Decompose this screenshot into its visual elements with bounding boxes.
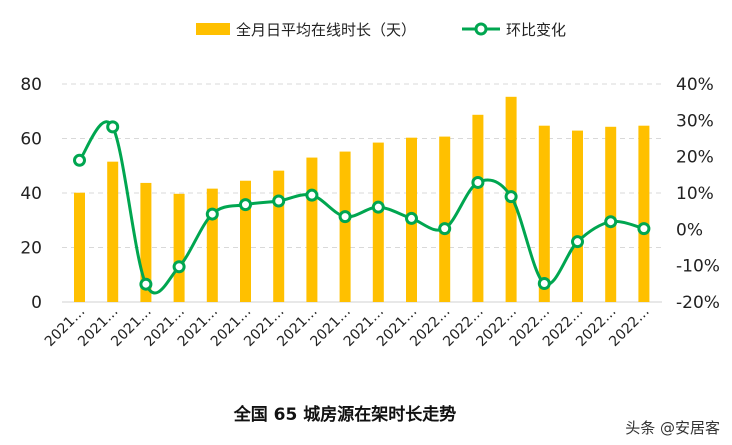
bar [538,125,550,302]
bar [206,188,218,302]
line-series-mom-change [78,120,645,295]
bar [439,136,451,302]
bar [140,182,152,302]
right-axis-tick: 20% [676,148,714,168]
left-axis-tick: 20 [20,239,42,259]
line-point [172,260,186,274]
left-axis-tick: 60 [20,130,42,150]
bar [306,157,318,302]
line-point [438,222,452,236]
line-point [272,194,286,208]
line-point [371,200,385,214]
left-axis-tick: 40 [20,184,42,204]
bar [572,130,583,302]
line-point [73,153,86,167]
line-point [471,175,485,189]
left-axis-tick: 0 [31,293,42,313]
bar [173,193,185,302]
bar [339,151,351,302]
legend-line-marker [474,22,488,36]
legend-bar-label: 全月日平均在线时长（天） [236,21,416,39]
line-point [239,198,252,212]
right-axis-tick: -10% [676,257,720,277]
line-point [205,207,219,221]
watermark: 头条 @安居客 [625,419,720,437]
right-axis-tick: 0% [676,220,703,240]
bar [273,170,285,302]
legend-bar-swatch [196,23,230,35]
line-point [139,277,153,291]
legend-line-label: 环比变化 [506,21,566,39]
bar [74,192,85,302]
line-point [504,190,518,204]
line-point [571,235,584,249]
right-axis-tick: 10% [676,184,714,204]
line-point [604,215,618,229]
line-point [405,211,418,225]
right-axis-tick: 40% [676,75,714,95]
bar [107,161,119,302]
bar [638,125,650,302]
bar [472,114,484,302]
right-axis-tick: 30% [676,111,714,131]
legend: 全月日平均在线时长（天） 环比变化 [196,21,566,39]
line-point [106,120,120,134]
bar [605,126,617,302]
line-point [338,210,352,224]
left-axis-tick: 80 [20,75,42,95]
bar [372,142,384,302]
line-point [637,222,651,236]
bar [240,180,251,302]
line-point [305,188,319,202]
line-point [537,276,551,290]
chart-title: 全国 65 城房源在架时长走势 [233,404,457,425]
right-axis-tick: -20% [676,293,720,313]
